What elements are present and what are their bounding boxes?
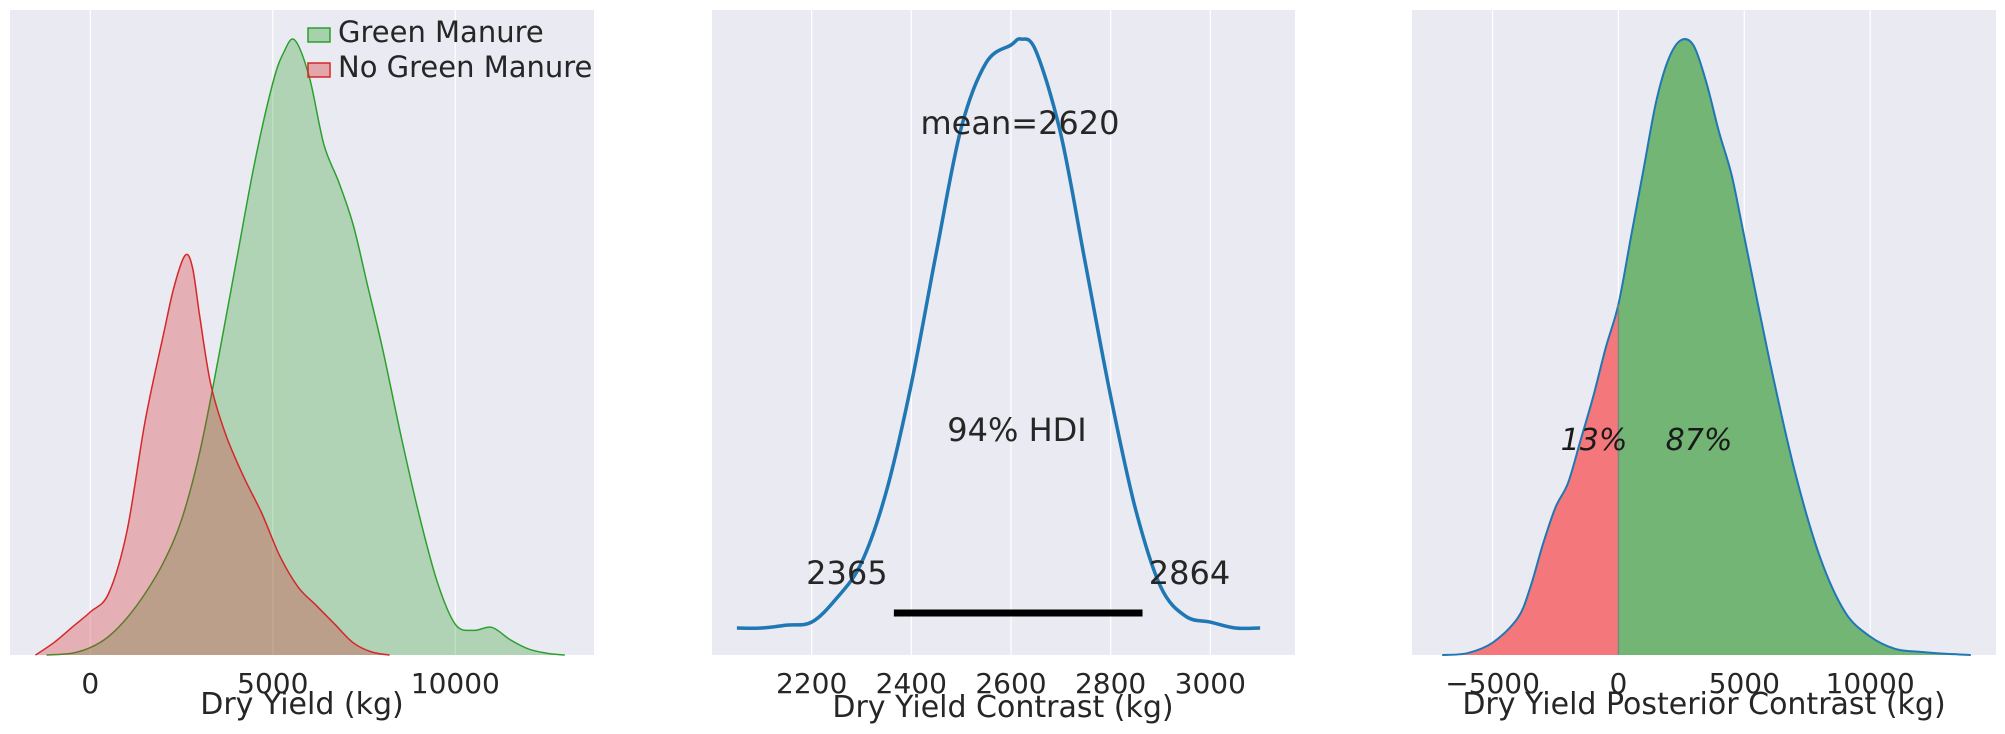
plot-background <box>712 10 1295 655</box>
legend-swatch-green-manure <box>307 27 331 43</box>
density-area-green-manure <box>46 38 565 655</box>
area-above-zero <box>1618 39 1971 655</box>
percent-above-zero: 87% <box>1666 423 1733 458</box>
hdi-label: 94% HDI <box>947 411 1086 449</box>
legend-label-no-green-manure: No Green Manure <box>338 50 592 84</box>
panel-dry-yield-contrast: 2200 2400 2600 2800 3000 mean=2620 94% HDI 2… <box>712 10 1295 725</box>
x-tick-label: 2800 <box>1075 667 1146 700</box>
x-axis-label: Dry Yield Posterior Contrast (kg) <box>1462 687 1945 722</box>
panel-dry-yield-density: 0 5000 10000 Dry Yield (kg) Green Manure N… <box>10 10 594 722</box>
x-tick-label: 5000 <box>1709 667 1780 700</box>
x-axis-label: Dry Yield Contrast (kg) <box>832 690 1173 725</box>
mean-label: mean=2620 <box>921 104 1120 142</box>
x-tick-label: 2600 <box>975 667 1046 700</box>
legend-swatch-no-green-manure <box>307 62 331 78</box>
plot-background <box>10 10 594 655</box>
x-tick-label: 0 <box>1609 667 1627 700</box>
density-area-no-green-manure <box>35 254 390 655</box>
density-line-green-manure <box>46 38 565 656</box>
density-line-no-green-manure <box>35 253 390 656</box>
x-tick-label: 5000 <box>237 667 308 700</box>
x-tick-label: 0 <box>81 667 99 700</box>
x-tick-label: 2400 <box>876 667 947 700</box>
kde-line <box>736 37 1261 631</box>
x-tick-label: 2200 <box>776 667 847 700</box>
legend-label-green-manure: Green Manure <box>338 15 544 49</box>
hdi-low-label: 2365 <box>806 554 887 592</box>
x-tick-label: −5000 <box>1445 667 1540 700</box>
kde-line <box>1442 38 1971 656</box>
x-tick-label: 10000 <box>1826 667 1915 700</box>
hdi-high-label: 2864 <box>1149 554 1230 592</box>
x-tick-label: 10000 <box>411 667 500 700</box>
x-tick-label: 3000 <box>1175 667 1246 700</box>
percent-below-zero: 13% <box>1561 423 1628 458</box>
area-below-zero <box>1442 304 1619 655</box>
x-axis-label: Dry Yield (kg) <box>200 687 404 722</box>
legend: Green Manure No Green Manure <box>307 15 592 84</box>
panel-posterior-contrast: −5000 0 5000 10000 13% 87% Dry Yield Poster… <box>1412 10 1996 722</box>
